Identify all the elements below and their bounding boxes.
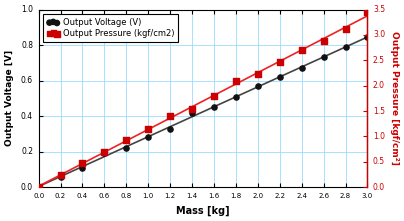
Output Voltage (V) — [364, 35, 370, 39]
Output Pressure (kgf/cm2) — [189, 107, 195, 110]
Output Pressure (kgf/cm2) — [36, 185, 42, 189]
Output Voltage (V) — [320, 56, 327, 59]
Output Pressure (kgf/cm2) — [255, 72, 261, 76]
Output Pressure (kgf/cm2) — [167, 114, 173, 118]
Output Voltage (V) — [211, 105, 217, 109]
Output Pressure (kgf/cm2) — [101, 151, 107, 154]
Output Voltage (V) — [255, 84, 261, 88]
Output Voltage (V) — [276, 75, 283, 79]
Output Voltage (V) — [233, 95, 239, 98]
Y-axis label: Output Voltage [V]: Output Voltage [V] — [5, 50, 14, 147]
Output Voltage (V) — [189, 111, 195, 114]
Output Pressure (kgf/cm2) — [342, 27, 349, 30]
Output Pressure (kgf/cm2) — [299, 48, 305, 52]
Output Voltage (V) — [36, 185, 42, 189]
Output Pressure (kgf/cm2) — [233, 79, 239, 82]
Output Voltage (V) — [57, 175, 64, 178]
Output Voltage (V) — [145, 136, 152, 139]
Output Voltage (V) — [342, 45, 349, 49]
Output Pressure (kgf/cm2) — [57, 173, 64, 177]
Output Pressure (kgf/cm2) — [211, 94, 217, 98]
Output Pressure (kgf/cm2) — [145, 128, 152, 131]
Output Voltage (V) — [299, 66, 305, 70]
Output Pressure (kgf/cm2) — [79, 161, 86, 165]
Output Pressure (kgf/cm2) — [364, 10, 370, 14]
X-axis label: Mass [kg]: Mass [kg] — [176, 206, 230, 216]
Output Pressure (kgf/cm2) — [320, 40, 327, 43]
Output Pressure (kgf/cm2) — [123, 138, 130, 142]
Output Voltage (V) — [123, 146, 130, 150]
Output Voltage (V) — [79, 166, 86, 170]
Output Pressure (kgf/cm2) — [276, 61, 283, 64]
Y-axis label: Output Pressure [kgf/cm²]: Output Pressure [kgf/cm²] — [390, 31, 399, 165]
Legend: Output Voltage (V), Output Pressure (kgf/cm2): Output Voltage (V), Output Pressure (kgf… — [43, 14, 179, 42]
Output Voltage (V) — [101, 152, 107, 155]
Output Voltage (V) — [167, 127, 173, 130]
